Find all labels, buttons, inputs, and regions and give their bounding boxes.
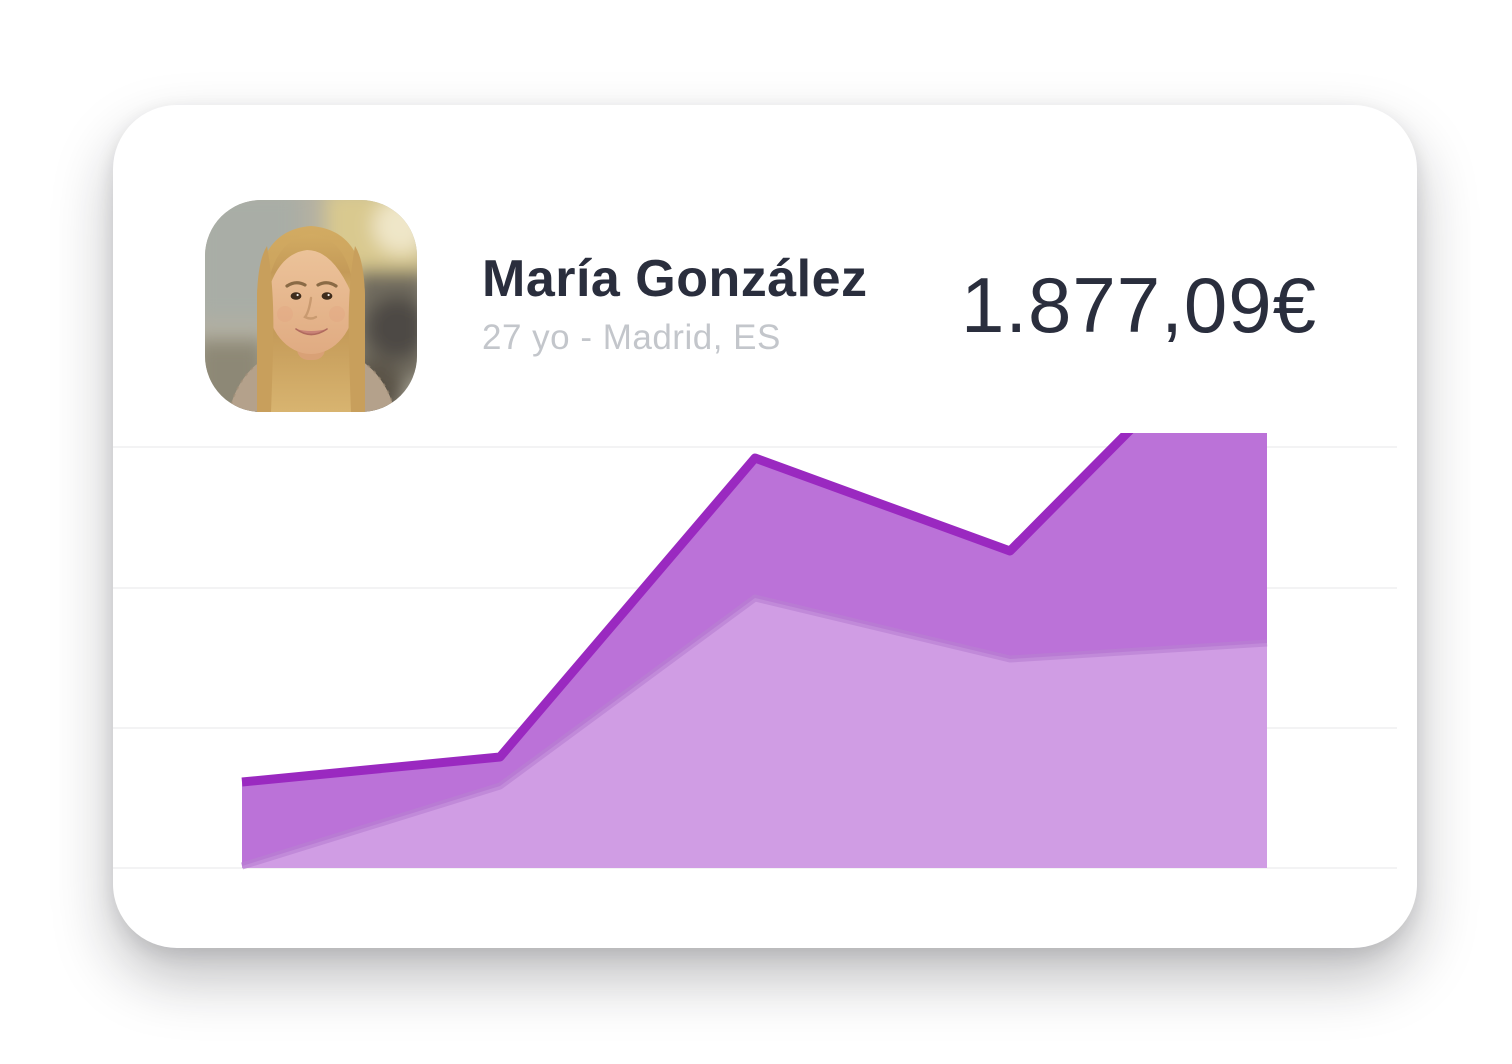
avatar bbox=[205, 200, 417, 412]
avatar-photo bbox=[205, 200, 417, 412]
earnings-area-chart bbox=[113, 433, 1397, 870]
earnings-amount: 1.877,09€ bbox=[960, 261, 1317, 349]
earnings-chart-area bbox=[113, 433, 1417, 948]
profile-earnings-card: María González 27 yo - Madrid, ES 1.877,… bbox=[113, 105, 1417, 948]
person-details: 27 yo - Madrid, ES bbox=[482, 318, 781, 358]
person-name: María González bbox=[482, 250, 868, 308]
